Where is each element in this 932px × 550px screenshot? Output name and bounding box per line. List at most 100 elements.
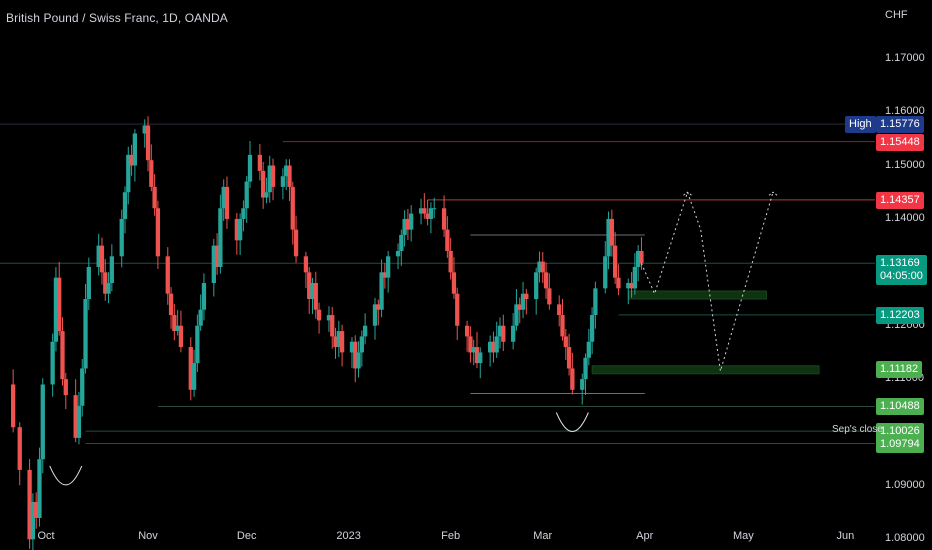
candle-body xyxy=(445,229,450,251)
candle-body xyxy=(362,325,368,337)
candle-body xyxy=(83,299,88,369)
candle-body xyxy=(487,341,493,353)
candle-body xyxy=(198,309,203,326)
candle-body xyxy=(333,336,338,348)
candle-body xyxy=(382,272,388,278)
candle-body xyxy=(432,208,437,210)
x-tick-label: May xyxy=(733,530,754,542)
candle-body xyxy=(428,208,434,219)
candle-body xyxy=(616,277,621,289)
candle-body xyxy=(540,261,545,273)
candle-body xyxy=(175,325,180,332)
candle-body xyxy=(224,186,230,219)
y-tick-label: 1.09000 xyxy=(885,478,925,491)
candle-body xyxy=(494,336,499,353)
high-tag: High xyxy=(845,116,876,134)
candle-body xyxy=(261,170,266,198)
price-label-value: 1.15776 xyxy=(880,118,920,131)
candle-body xyxy=(191,363,197,390)
candle-body xyxy=(307,272,312,300)
candle-body xyxy=(241,208,246,219)
price-label: 1.13169 04:05:00 xyxy=(876,255,927,286)
candle-body xyxy=(188,347,193,390)
candle-body xyxy=(563,336,568,348)
candle-body xyxy=(96,245,101,267)
axis-currency: CHF xyxy=(885,9,908,21)
candle-body xyxy=(201,283,207,310)
candle-body xyxy=(524,293,529,300)
candle-body xyxy=(339,331,345,353)
x-tick-label: Jun xyxy=(836,530,855,542)
x-tick-label: Nov xyxy=(138,530,158,542)
candle-body xyxy=(379,272,384,310)
candle-body xyxy=(152,186,157,209)
projection-arrowhead xyxy=(768,191,778,196)
candle-body xyxy=(284,165,289,177)
candle-body xyxy=(267,165,272,193)
projection-path xyxy=(640,190,774,372)
candle-body xyxy=(570,368,575,390)
candle-body xyxy=(290,186,295,230)
x-tick-label: Dec xyxy=(236,530,257,542)
candle-body xyxy=(53,277,59,342)
candle-body xyxy=(589,315,595,342)
candle-body xyxy=(409,213,414,230)
price-label-value: 1.11182 xyxy=(880,363,919,376)
candle-body xyxy=(316,309,322,321)
candle-body xyxy=(86,266,91,300)
candle-body xyxy=(491,341,496,353)
y-tick-label: 1.16000 xyxy=(885,105,925,118)
candle-body xyxy=(448,250,453,273)
candle-body xyxy=(395,250,401,257)
candle-body xyxy=(474,347,480,364)
candle-body xyxy=(63,379,68,396)
candle-body xyxy=(132,133,138,166)
candle-body xyxy=(629,283,634,289)
candle-body xyxy=(386,256,391,278)
price-label: 1.12203 xyxy=(876,306,924,324)
candle-body xyxy=(451,272,457,294)
candle-body xyxy=(165,256,170,294)
candle-body xyxy=(211,245,216,284)
candle-body xyxy=(557,304,562,316)
candle-body xyxy=(501,325,506,342)
candle-body xyxy=(603,256,608,289)
candle-body xyxy=(257,154,263,171)
candle-body xyxy=(330,315,335,337)
candle-body xyxy=(520,293,526,310)
candle-body xyxy=(287,165,292,187)
candle-body xyxy=(145,125,151,161)
candle-body xyxy=(399,234,404,251)
annotation-sep-close: Sep's close xyxy=(832,424,883,436)
candle-body xyxy=(626,283,631,289)
candle-body xyxy=(612,245,618,278)
candle-body xyxy=(129,154,134,166)
candle-body xyxy=(425,213,430,219)
x-tick-label: Mar xyxy=(533,530,553,542)
candle-body xyxy=(149,160,154,187)
candle-body xyxy=(155,208,161,257)
chart-title: British Pound / Swiss Franc, 1D, OANDA xyxy=(6,11,228,25)
x-tick-label: Oct xyxy=(37,530,55,542)
demand-zone xyxy=(627,290,767,300)
candle-body xyxy=(40,384,45,460)
candle-body xyxy=(632,266,638,289)
candle-body xyxy=(30,501,36,540)
candle-body xyxy=(221,186,226,209)
candle-body xyxy=(214,245,220,267)
candle-body xyxy=(106,283,111,294)
y-tick-label: 1.17000 xyxy=(885,51,925,64)
candle-body xyxy=(293,229,299,257)
projection-arrowhead xyxy=(683,191,692,196)
price-label-value: 1.10026 xyxy=(880,425,920,438)
candle-body xyxy=(372,304,378,326)
candle-body xyxy=(303,256,309,273)
candle-body xyxy=(218,208,223,267)
candle-body xyxy=(547,288,552,305)
candle-body xyxy=(326,315,332,321)
candle-body xyxy=(119,218,124,257)
candle-body xyxy=(336,331,341,348)
price-label: 1.11182 xyxy=(876,361,923,379)
candle-body xyxy=(517,304,522,310)
